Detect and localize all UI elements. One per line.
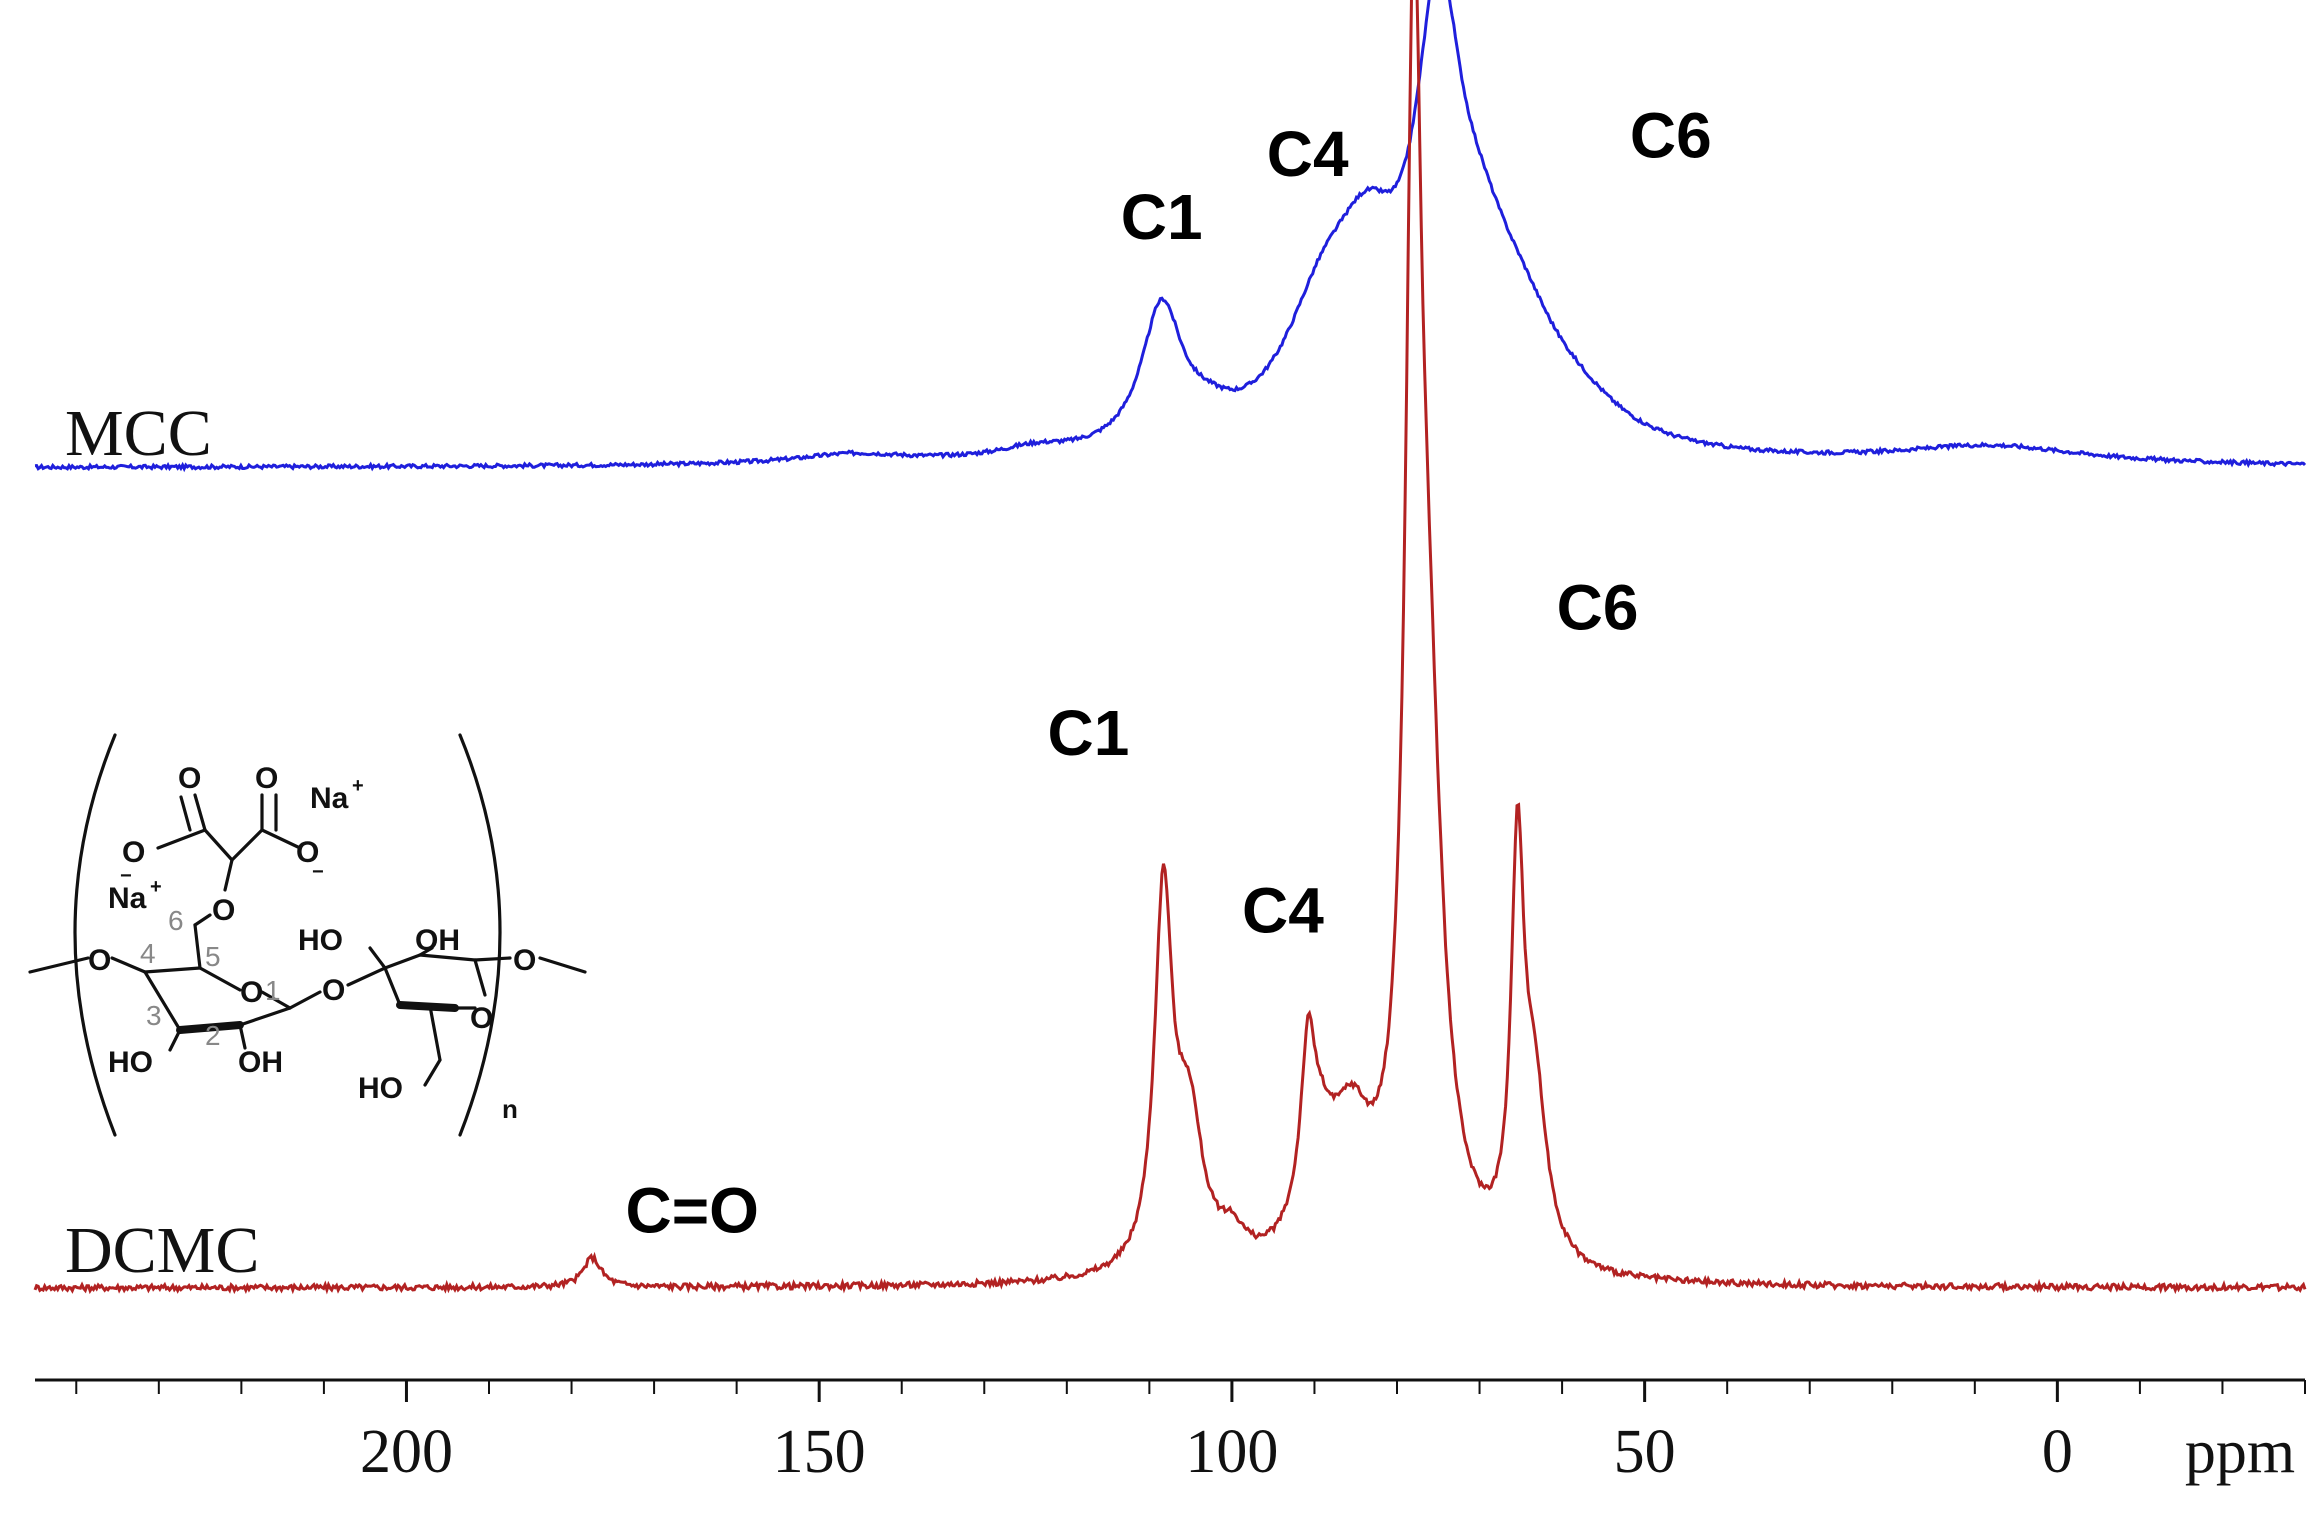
bond-oring-c1	[260, 990, 292, 1010]
bond-o4-c4	[110, 956, 147, 974]
bond-carboxyl-right-down	[260, 828, 302, 850]
bond-c5p-oh	[418, 946, 434, 957]
bond-left-end	[28, 956, 90, 974]
carbon-number-1: 1	[265, 975, 281, 1006]
series-line-mcc	[34, 0, 2307, 473]
bond-c1-oglyc	[288, 990, 322, 1010]
bond-c4-c5	[143, 966, 202, 974]
atom-na-right: Na	[310, 782, 349, 815]
bond-carboxyl-left-down	[156, 828, 207, 850]
peak-label-dcmc-c6: C6	[1557, 571, 1639, 643]
bond-carboxyl-left-up	[193, 793, 207, 832]
left-bracket	[73, 733, 117, 1137]
structure-labels: O O Na + O − O − Na + O 6 O 4 5 O 1 3 2 …	[88, 762, 536, 1124]
bond-c5-c6	[193, 923, 202, 970]
x-tick-label-150: 150	[773, 1418, 866, 1486]
bond-ch2-oh	[423, 1058, 442, 1087]
bond-c3-c4-bold	[176, 1021, 244, 1034]
carbon-number-5: 5	[205, 941, 221, 972]
bond-c1p-oringp	[473, 958, 487, 997]
peak-label-dcmc-c4: C4	[1242, 875, 1324, 947]
atom-oh-c2: OH	[238, 1046, 283, 1079]
bond-c3-c4	[143, 970, 182, 1032]
carbon-number-2: 2	[205, 1020, 221, 1051]
atom-ho-c3: HO	[108, 1046, 153, 1079]
charge-minus-right: −	[312, 861, 324, 883]
x-tick-label-200: 200	[360, 1418, 453, 1486]
series-label-mcc: MCC	[65, 397, 212, 470]
x-axis-unit: ppm	[2185, 1418, 2295, 1486]
charge-minus-left: −	[120, 865, 132, 887]
series-line-dcmc	[33, 0, 2307, 1295]
charge-plus-right: +	[352, 775, 364, 797]
atom-o-ring-right: O	[470, 1002, 493, 1035]
atom-o-carboxylate-left: O	[122, 836, 145, 869]
atom-o-carbonyl-left: O	[178, 762, 201, 795]
charge-plus-left: +	[150, 876, 162, 898]
bond-right-end	[538, 956, 587, 974]
atom-o-glycosidic: O	[322, 974, 345, 1007]
peak-label-dcmc-c-o: C=O	[626, 1175, 759, 1247]
atom-o-right-end: O	[513, 944, 536, 977]
peak-label-mcc-c4: C4	[1267, 118, 1349, 190]
atom-na-left: Na	[108, 882, 147, 915]
bond-c5p-c1p	[418, 953, 477, 962]
bond-c2-oh	[238, 1023, 247, 1050]
x-tick-label-50: 50	[1614, 1418, 1676, 1486]
right-bracket	[458, 733, 502, 1137]
bond-c1p-oright	[473, 956, 512, 962]
carbon-number-6: 6	[168, 905, 184, 936]
labels-layer: MCCDCMCC1C4C2,3,5C6C=OC1C4C2,3,5C6	[65, 100, 1712, 1287]
atom-o6: O	[212, 894, 235, 927]
peak-label-mcc-c1: C1	[1121, 181, 1203, 253]
bond-ch-right	[230, 828, 264, 862]
bond-c3p-c2p-bold	[396, 1001, 459, 1012]
dcmc-chemical-structure	[28, 733, 587, 1137]
peak-label-dcmc-c1: C1	[1047, 697, 1129, 769]
bond-c3-oh	[168, 1028, 182, 1052]
carbon-number-4: 4	[140, 938, 156, 969]
carbon-number-3: 3	[146, 1000, 162, 1031]
series-label-dcmc: DCMC	[65, 1214, 259, 1287]
bond-c4p-oh	[368, 946, 387, 970]
atom-o4: O	[88, 944, 111, 977]
bond-c5-oring	[198, 966, 242, 992]
bond-ch-left	[203, 828, 234, 862]
bond-o6-ch	[223, 858, 234, 892]
x-tick-label-0: 0	[2042, 1418, 2073, 1486]
spectrum-traces	[33, 0, 2307, 1295]
peak-label-mcc-c6: C6	[1630, 100, 1712, 172]
x-tick-label-100: 100	[1185, 1418, 1278, 1486]
atom-ho-c4p: HO	[298, 924, 343, 957]
repeat-subscript-n: n	[502, 1094, 518, 1124]
bond-c1-c2	[238, 1006, 292, 1027]
bond-c2p-ch2	[428, 1004, 442, 1062]
atom-ho-ch2: HO	[358, 1072, 403, 1105]
bond-oglyc-c4p	[346, 966, 387, 987]
bond-c6-o6	[193, 913, 212, 927]
bond-c4p-c5p	[383, 953, 422, 970]
bond-carboxyl-left-up2	[179, 795, 192, 832]
bond-c4p-c3p	[383, 966, 402, 1007]
atom-o-ring: O	[240, 976, 263, 1009]
x-axis: 200 150 100 50 0 ppm	[35, 1378, 2306, 1486]
atom-oh-c5p: OH	[415, 924, 460, 957]
atom-o-carbonyl-right: O	[255, 762, 278, 795]
atom-o-carboxylate-right: O	[296, 836, 319, 869]
